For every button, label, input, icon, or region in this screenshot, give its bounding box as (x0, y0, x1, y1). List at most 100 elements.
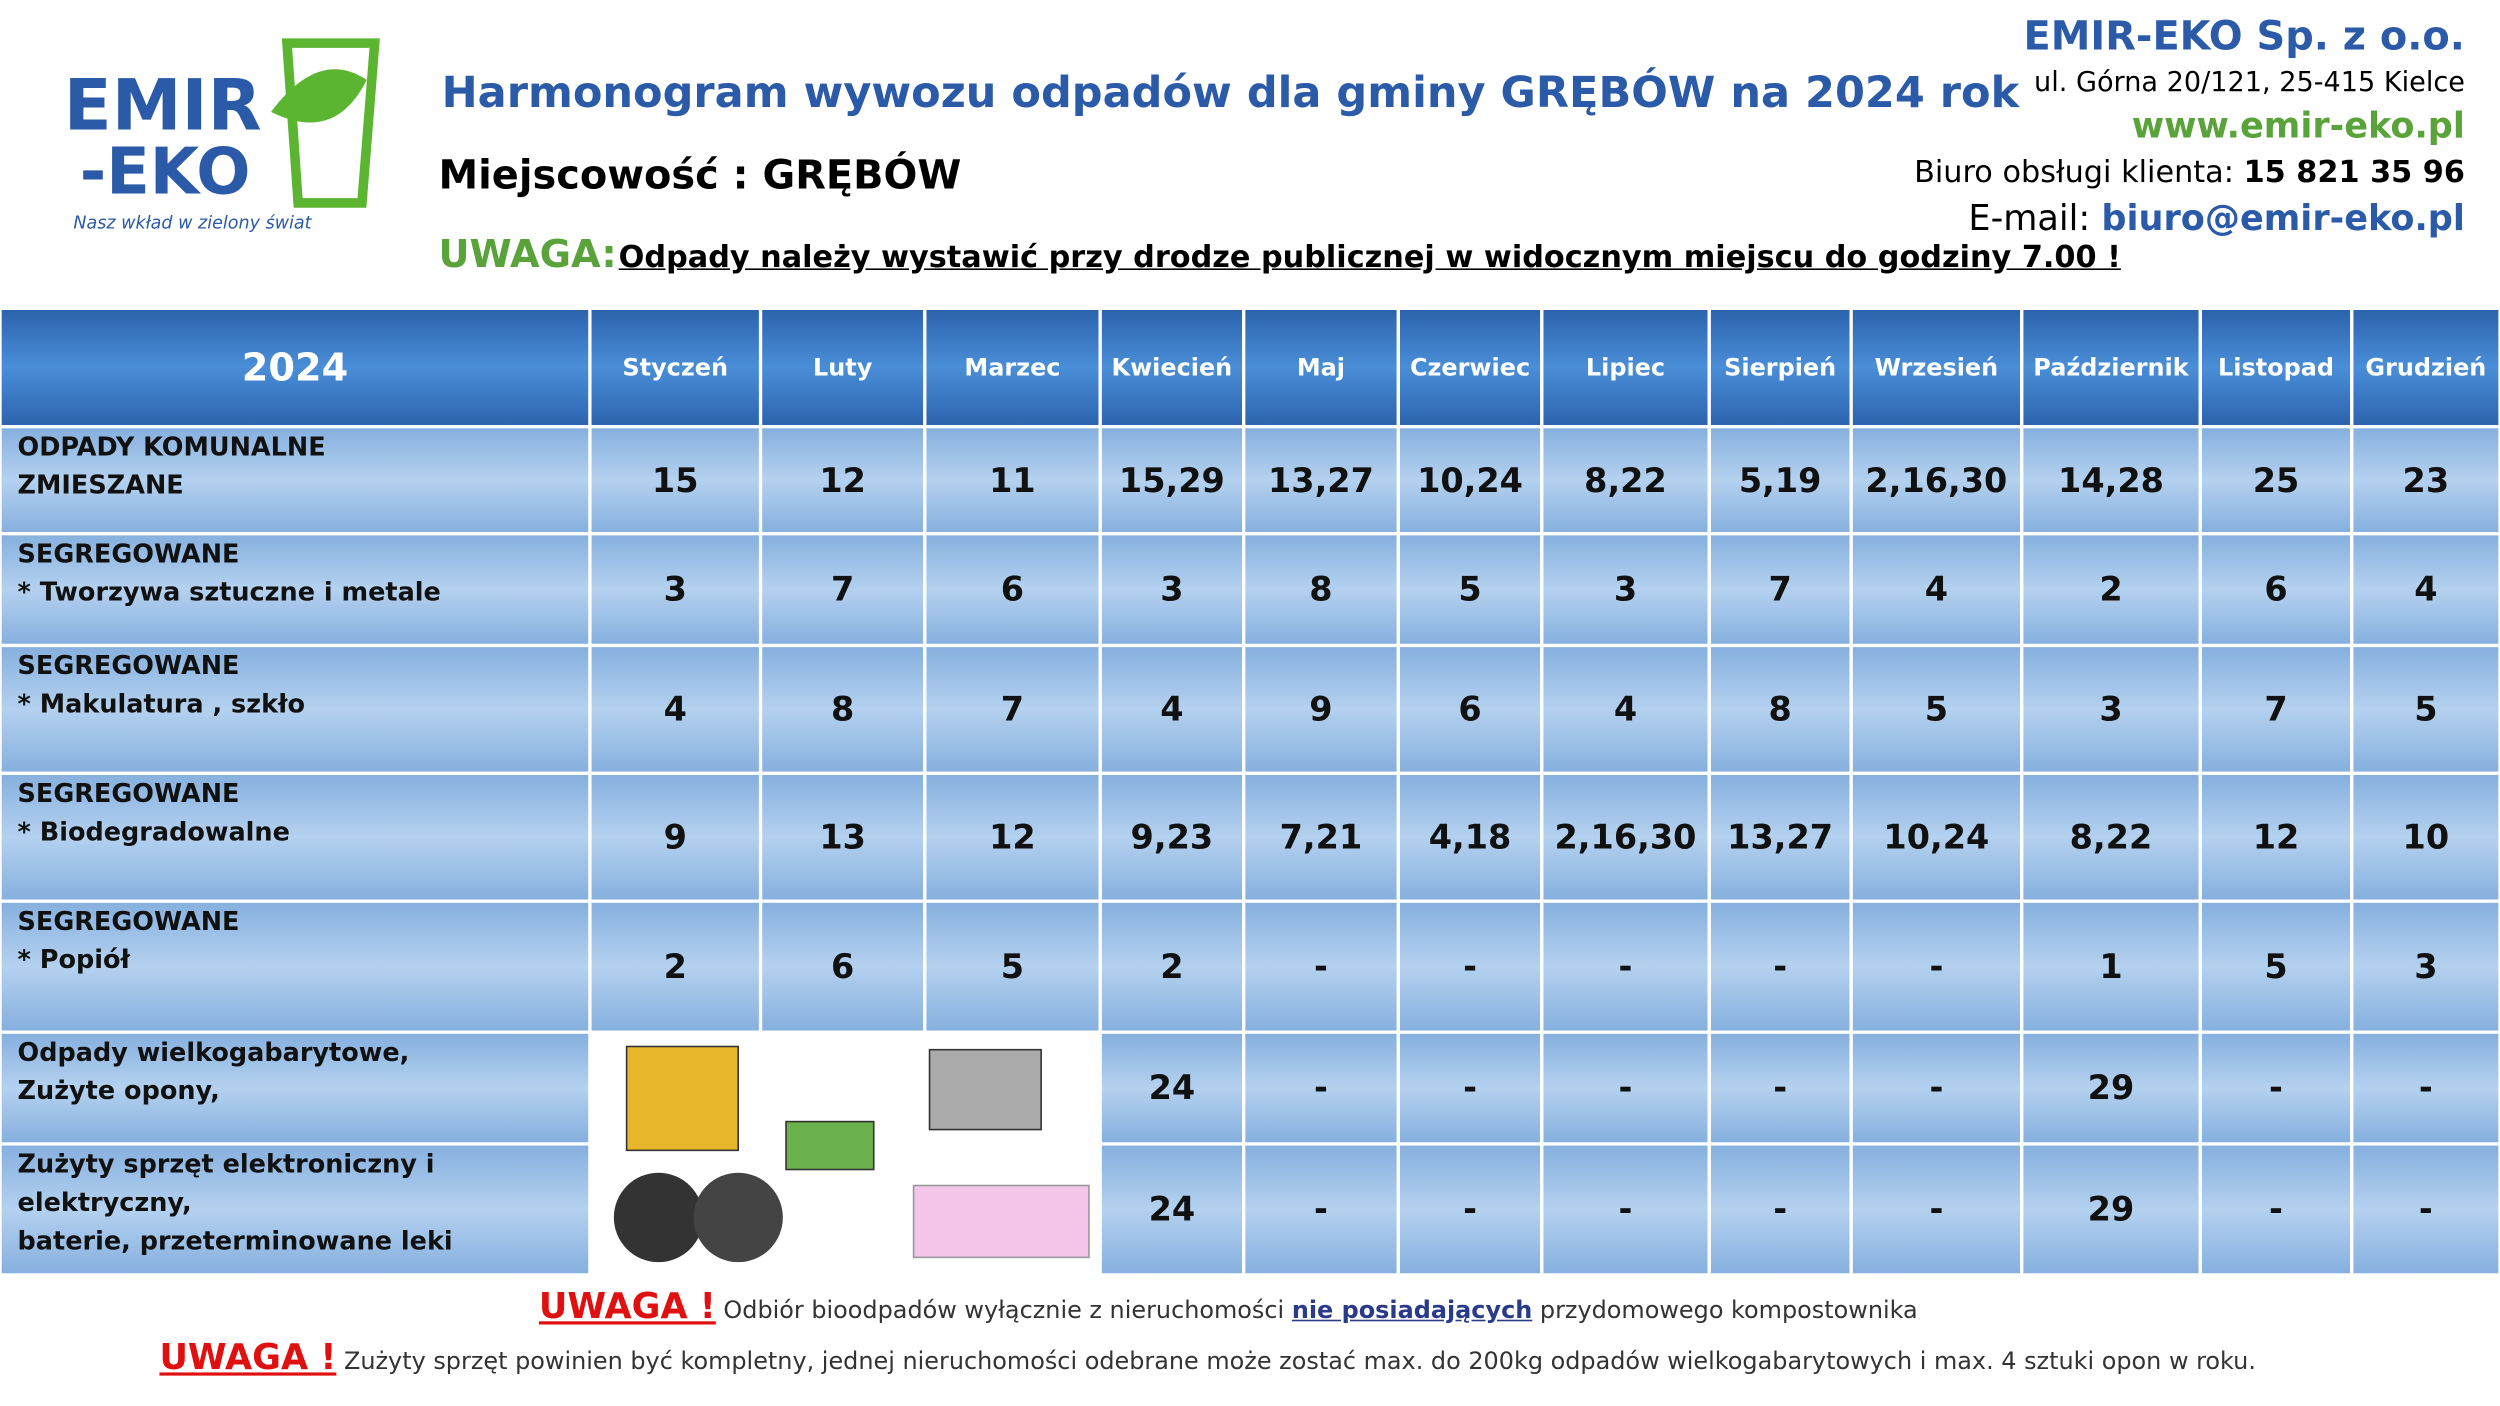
row-label: Zużyty sprzęt elektroniczny i elektryczn… (0, 1143, 590, 1275)
row-label: Odpady wielkogabarytowe, Zużyte opony, (0, 1032, 590, 1144)
row-label-line: SEGREGOWANE (17, 905, 240, 937)
row-label: ODPADY KOMUNALNE ZMIESZANE (0, 426, 590, 534)
phone-line: Biuro obsługi klienta: 15 821 35 96 (1914, 155, 2465, 190)
row-label-line: SEGREGOWANE (17, 538, 240, 569)
row-label-line: Zużyte opony, (17, 1075, 220, 1106)
date-cell: 4 (2351, 533, 2500, 646)
email-label: E-mail: (1968, 199, 2091, 240)
row-label-line: * Makulatura , szkło (17, 688, 306, 719)
date-cell: - (1541, 901, 1710, 1033)
month-header: Styczeń (589, 308, 761, 427)
month-header: Październik (2021, 308, 2201, 427)
date-cell: 4 (1851, 533, 2022, 646)
date-cell: - (1398, 1032, 1542, 1144)
month-header: Lipiec (1541, 308, 1710, 427)
date-cell: 9 (589, 773, 761, 902)
date-cell: - (1851, 1032, 2022, 1144)
date-cell: 2 (2021, 533, 2201, 646)
date-cell: 10,24 (1851, 773, 2022, 902)
date-cell: 3 (1100, 533, 1244, 646)
note-label: UWAGA ! (538, 1287, 716, 1328)
row-label-line: * Popiół (17, 944, 130, 975)
date-cell: 3 (589, 533, 761, 646)
date-cell: 10 (2351, 773, 2500, 902)
note-text: Zużyty sprzęt powinien być kompletny, je… (343, 1346, 2256, 1376)
row-label-line: * Tworzywa sztuczne i metale (17, 576, 441, 608)
date-cell: 5 (1851, 645, 2022, 774)
date-cell: 7 (760, 533, 925, 646)
date-cell: 2 (1100, 901, 1244, 1033)
date-cell: 8 (1709, 645, 1852, 774)
date-cell: 4 (1541, 645, 1710, 774)
date-cell: - (2351, 1143, 2500, 1275)
month-header: Marzec (924, 308, 1101, 427)
illustration (613, 1045, 1089, 1263)
date-cell: 5 (1398, 533, 1542, 646)
date-cell: 6 (2200, 533, 2352, 646)
bulky-waste-illustration (589, 1032, 1101, 1275)
title: Harmonogram wywozu odpadów dla gminy GRĘ… (441, 68, 2020, 119)
date-cell: 2,16,30 (1851, 426, 2022, 534)
date-cell: - (1709, 1032, 1852, 1144)
date-cell: 12 (2200, 773, 2352, 902)
date-cell: - (1243, 901, 1399, 1033)
address: ul. Górna 20/121, 25-415 Kielce (2034, 67, 2465, 100)
date-cell: - (1709, 901, 1852, 1033)
row-label-line: Odpady wielkogabarytowe, (17, 1036, 410, 1068)
date-cell: 12 (760, 426, 925, 534)
warning-label: UWAGA: (438, 231, 617, 277)
date-cell: 13 (760, 773, 925, 902)
month-header: Wrzesień (1851, 308, 2022, 427)
date-cell: 15,29 (1100, 426, 1244, 534)
date-cell: 5 (2351, 645, 2500, 774)
date-cell: 29 (2021, 1143, 2201, 1275)
phone: 15 821 35 96 (2243, 154, 2465, 191)
date-cell: 7 (924, 645, 1101, 774)
date-cell: 3 (2351, 901, 2500, 1033)
date-cell: - (1851, 901, 2022, 1033)
date-cell: 6 (924, 533, 1101, 646)
footer-note: UWAGA ! Zużyty sprzęt powinien być kompl… (159, 1339, 2255, 1379)
row-label-line: baterie, przeterminowane leki (17, 1225, 453, 1256)
logo-bottom: -EKO (79, 135, 251, 210)
row-label-line: ZMIESZANE (17, 469, 184, 501)
logo-top: EMIR (63, 65, 262, 147)
row-label-line: * Biodegradowalne (17, 816, 290, 847)
date-cell: - (2200, 1032, 2352, 1144)
date-cell: 25 (2200, 426, 2352, 534)
note-label: UWAGA ! (159, 1338, 337, 1379)
date-cell: 3 (2021, 645, 2201, 774)
row-label: SEGREGOWANE * Popiół (0, 901, 590, 1033)
date-cell: 1 (2021, 901, 2201, 1033)
date-cell: 6 (1398, 645, 1542, 774)
website: www.emir-eko.pl (2131, 107, 2465, 147)
date-cell: - (2351, 1032, 2500, 1144)
logo-graphic (271, 38, 380, 208)
date-cell: - (1398, 901, 1542, 1033)
date-cell: 13,27 (1243, 426, 1399, 534)
company: EMIR-EKO Sp. z o.o. (2023, 12, 2465, 60)
date-cell: 2,16,30 (1541, 773, 1710, 902)
date-cell: 8 (1243, 533, 1399, 646)
date-cell: 4 (589, 645, 761, 774)
year-header: 2024 (0, 308, 590, 427)
note-text: Odbiór bioodpadów wyłącznie z nieruchomo… (723, 1295, 1292, 1325)
date-cell: 4 (1100, 645, 1244, 774)
date-cell: - (2200, 1143, 2352, 1275)
row-label-line: ODPADY KOMUNALNE (17, 431, 326, 462)
month-header: Grudzień (2351, 308, 2500, 427)
month-header: Kwiecień (1100, 308, 1244, 427)
note-emphasis: nie posiadających (1291, 1295, 1533, 1325)
date-cell: 5,19 (1709, 426, 1852, 534)
date-cell: 8,22 (2021, 773, 2201, 902)
date-cell: 5 (2200, 901, 2352, 1033)
date-cell: 11 (924, 426, 1101, 534)
month-header: Czerwiec (1398, 308, 1542, 427)
month-header: Maj (1243, 308, 1399, 427)
date-cell: - (1243, 1032, 1399, 1144)
logo-slogan: Nasz wkład w zielony świat (73, 212, 312, 234)
row-label-line: SEGREGOWANE (17, 778, 240, 809)
row-label: SEGREGOWANE * Tworzywa sztuczne i metale (0, 533, 590, 646)
